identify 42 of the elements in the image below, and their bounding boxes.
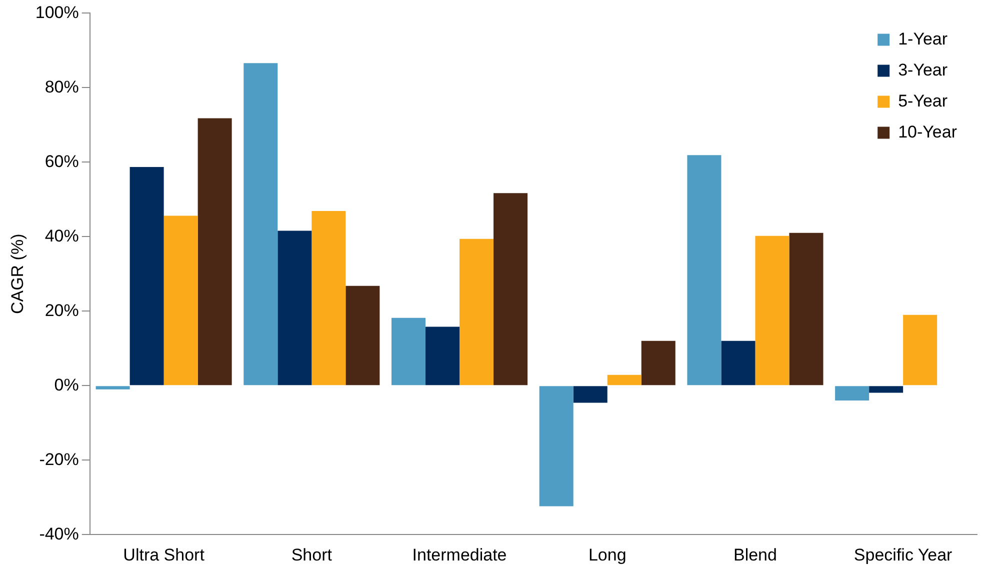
bar (164, 216, 198, 386)
x-tick-label: Short (291, 545, 332, 564)
y-tick-label: 20% (44, 300, 79, 320)
bar (494, 193, 528, 386)
bar (755, 236, 790, 386)
legend-label: 5-Year (898, 91, 948, 110)
x-tick-label: Ultra Short (123, 545, 205, 564)
bar (346, 286, 380, 386)
x-tick-label: Long (588, 545, 626, 564)
bar (835, 386, 870, 401)
bar (607, 374, 642, 386)
bar (426, 326, 460, 386)
legend-label: 1-Year (898, 29, 948, 48)
bar (312, 210, 346, 386)
bar (903, 314, 938, 386)
y-axis-title: CAGR (%) (8, 234, 27, 314)
bar (687, 155, 722, 386)
bar (278, 230, 312, 386)
bar (392, 318, 426, 386)
x-tick-label: Specific Year (854, 545, 953, 564)
y-tick-label: 40% (44, 226, 79, 246)
x-tick-label: Intermediate (412, 545, 507, 564)
x-tick-label: Blend (733, 545, 777, 564)
bar (460, 238, 494, 386)
y-tick-label: 100% (35, 2, 79, 22)
bar (869, 386, 904, 393)
bar (244, 63, 278, 386)
bar (130, 167, 164, 386)
bar (789, 232, 824, 386)
legend-label: 3-Year (898, 60, 948, 80)
y-tick-label: -40% (39, 524, 79, 544)
bar (96, 386, 130, 390)
bar (198, 118, 232, 386)
y-tick-label: 0% (54, 375, 79, 394)
y-tick-label: 80% (44, 77, 79, 96)
y-tick-label: -20% (39, 450, 79, 469)
bar (721, 340, 756, 386)
bar (641, 340, 676, 386)
bar (573, 386, 608, 403)
bar (539, 386, 574, 506)
y-tick-label: 60% (44, 152, 79, 171)
legend-label: 10-Year (898, 122, 958, 142)
